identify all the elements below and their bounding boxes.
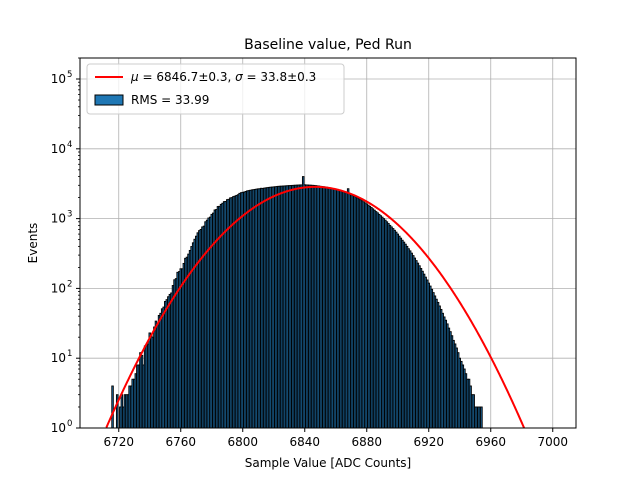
x-tick-label: 6920 <box>413 435 444 449</box>
y-tick-label: 10 <box>51 212 66 226</box>
x-tick-label: 6880 <box>351 435 382 449</box>
x-axis-ticks: 6720 6760 6800 6840 6880 6920 6960 7000 <box>103 428 568 449</box>
x-tick-label: 6960 <box>475 435 506 449</box>
y-tick-label: 10 <box>51 72 66 86</box>
x-tick-label: 6720 <box>103 435 134 449</box>
y-tick-exponent: 5 <box>67 70 72 80</box>
y-tick-exponent: 0 <box>67 419 72 429</box>
x-tick-label: 6840 <box>289 435 320 449</box>
legend: μ = 6846.7±0.3, σ = 33.8±0.3 RMS = 33.99 <box>86 63 345 115</box>
y-tick-exponent: 1 <box>67 349 72 359</box>
x-tick-label: 7000 <box>537 435 568 449</box>
legend-histogram-label: RMS = 33.99 <box>131 93 209 107</box>
y-tick-label: 10 <box>51 421 66 435</box>
y-tick-exponent: 3 <box>67 210 72 220</box>
gaussian-fit-line <box>105 185 525 429</box>
histogram-bar <box>480 406 483 429</box>
y-axis-label: Events <box>26 223 40 264</box>
plot-area <box>79 57 577 429</box>
y-tick-label: 10 <box>51 281 66 295</box>
legend-histogram-swatch <box>94 94 124 106</box>
x-tick-label: 6760 <box>165 435 196 449</box>
x-axis-label: Sample Value [ADC Counts] <box>245 456 411 470</box>
chart-title: Baseline value, Ped Run <box>244 37 412 53</box>
y-tick-exponent: 4 <box>67 140 72 150</box>
y-tick-exponent: 2 <box>67 279 72 289</box>
y-tick-label: 10 <box>51 351 66 365</box>
axes-frame <box>79 57 577 429</box>
x-tick-label: 6800 <box>227 435 258 449</box>
legend-fit-label: μ = 6846.7±0.3, σ = 33.8±0.3 <box>130 70 316 84</box>
histogram-bar <box>111 385 114 429</box>
y-tick-label: 10 <box>51 142 66 156</box>
